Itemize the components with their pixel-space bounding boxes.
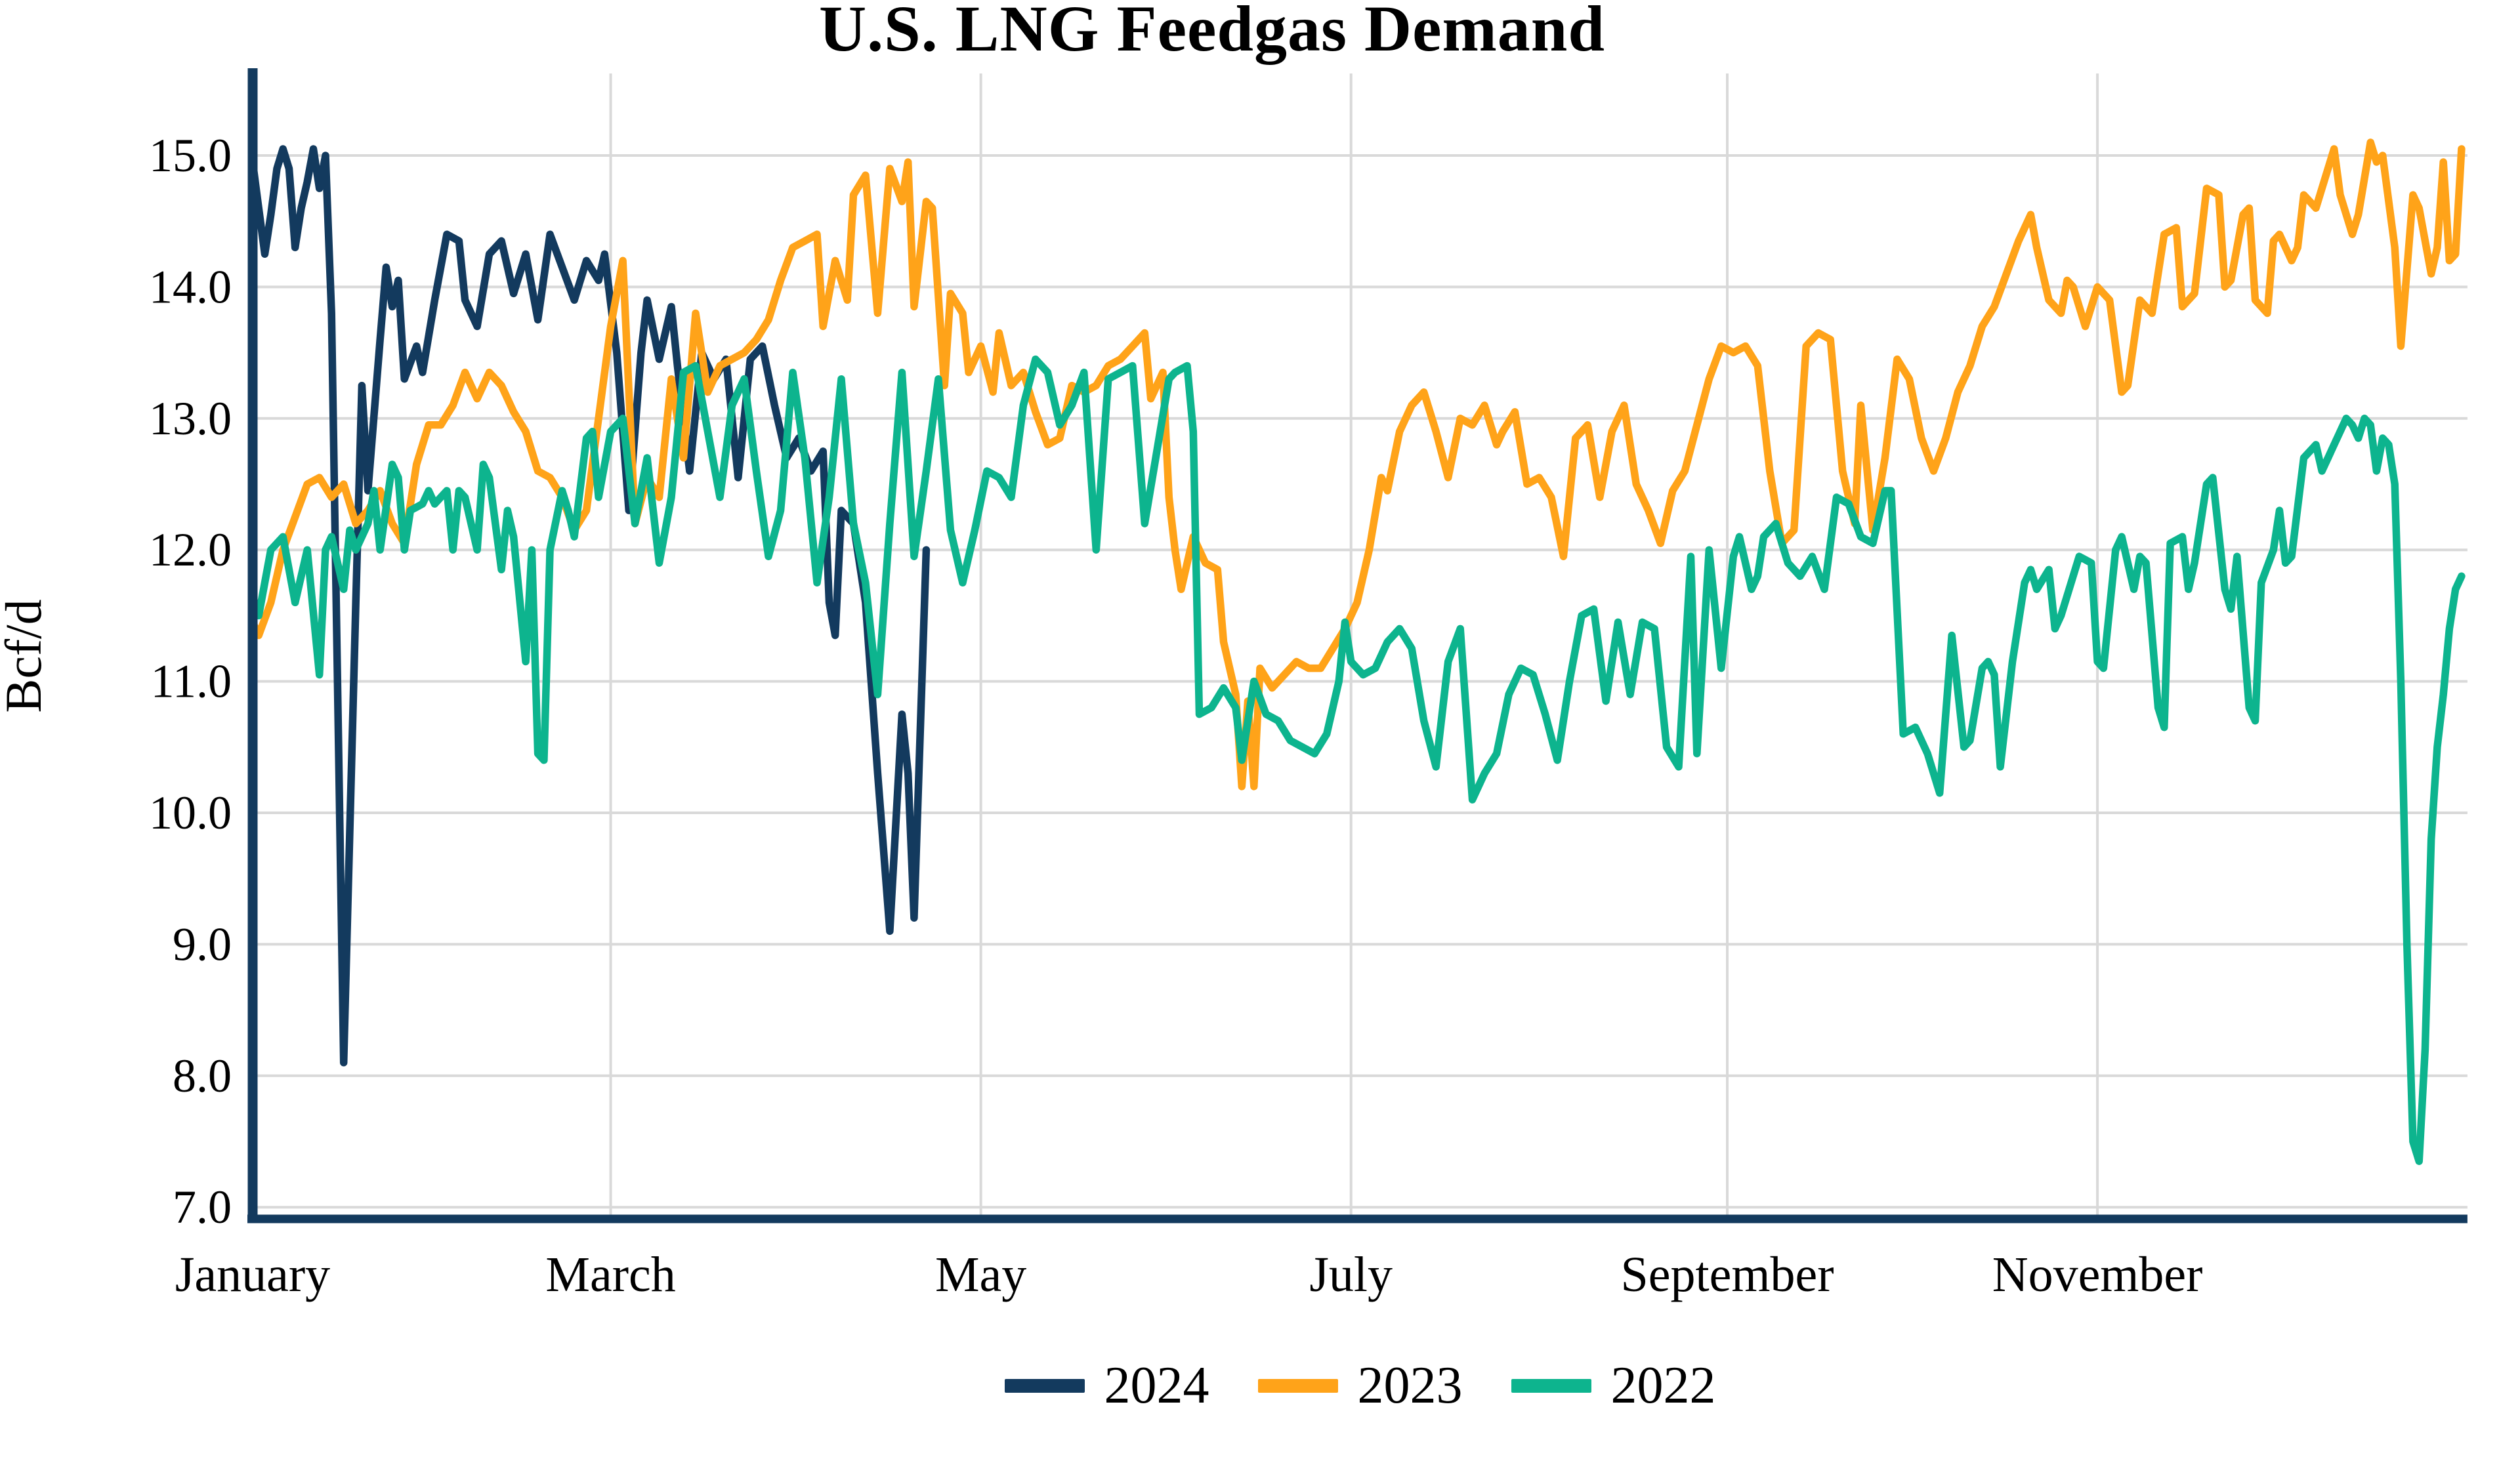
y-tick-label: 15.0 — [149, 129, 232, 182]
y-tick-label: 7.0 — [173, 1181, 232, 1233]
x-tick-label: January — [175, 1247, 330, 1302]
y-tick-label: 9.0 — [173, 918, 232, 970]
legend-item-2022: 2022 — [1511, 1359, 1716, 1412]
series-line-2022 — [249, 355, 2466, 1165]
legend-item-2023: 2023 — [1257, 1357, 1463, 1414]
y-tick-label: 11.0 — [151, 655, 232, 708]
legend-label-2024: 2024 — [1104, 1357, 1209, 1414]
legend-swatch-2022 — [1511, 1378, 1591, 1393]
y-tick-label: 10.0 — [149, 787, 232, 839]
x-tick-label: September — [1621, 1247, 1834, 1302]
x-tick-label: March — [545, 1247, 675, 1302]
tick-labels: 15.0 14.0 13.0 12.0 11.0 10.0 9.0 8.0 7.0 January… — [149, 129, 2202, 1302]
chart-title: U.S. LNG Feedgas Demand — [818, 0, 1606, 65]
y-tick-label: 8.0 — [173, 1050, 232, 1102]
legend-swatch-2024 — [1004, 1378, 1085, 1393]
series-line-2024 — [249, 145, 931, 1067]
legend-item-2024: 2024 — [1004, 1357, 1209, 1414]
chart-legend: 2024 2023 2022 — [253, 1359, 2468, 1412]
y-tick-label: 14.0 — [149, 260, 232, 313]
legend-label-2023: 2023 — [1357, 1357, 1463, 1414]
x-tick-label: November — [1992, 1247, 2203, 1302]
legend-swatch-2023 — [1257, 1378, 1338, 1393]
axes — [247, 68, 2468, 1223]
x-tick-label: May — [935, 1247, 1026, 1302]
y-axis-title: Bcf/d — [0, 599, 52, 712]
y-tick-label: 12.0 — [149, 524, 232, 576]
gridlines — [248, 73, 2468, 1215]
series-line-2023 — [249, 138, 2466, 791]
y-tick-label: 13.0 — [149, 392, 232, 445]
data-series — [249, 138, 2466, 1165]
x-tick-label: July — [1309, 1247, 1393, 1302]
legend-label-2022: 2022 — [1610, 1357, 1716, 1414]
